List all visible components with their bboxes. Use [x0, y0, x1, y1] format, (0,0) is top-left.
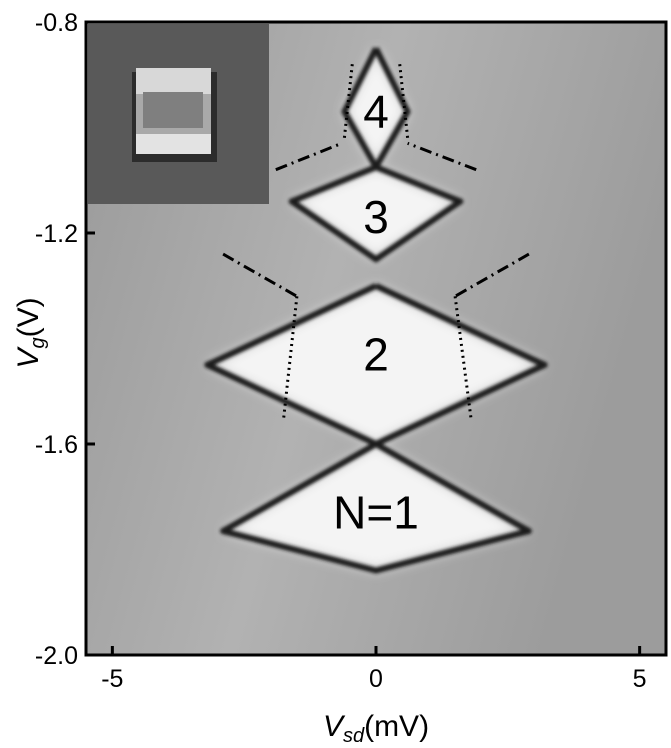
y-axis: -0.8 -1.2 -1.6 -2.0: [35, 9, 95, 670]
dashdot-guide-3: [275, 141, 343, 172]
y-tick-label-3: -1.6: [35, 431, 78, 459]
dotted-guide-2: [453, 296, 473, 418]
inset-sem-image: [88, 24, 269, 204]
diamond-region-1: [223, 444, 529, 571]
diamond-edge-3: [288, 164, 464, 263]
y-tick-label-2: -1.2: [35, 220, 78, 248]
x-tick-label-2: 0: [369, 665, 383, 693]
x-tick-label-1: -5: [101, 665, 123, 693]
guide-lines: [222, 64, 530, 418]
x-axis-title: Vsd(mV): [323, 710, 429, 747]
dashdot-guide-1: [222, 252, 298, 298]
diamond-edges: [204, 47, 548, 574]
x-tick-label-3: 5: [633, 665, 647, 693]
dashdot-guide-2: [454, 252, 530, 298]
dotted-guide-1: [282, 296, 299, 418]
diamond-edge-2: [204, 283, 548, 447]
region-label-2: 3: [363, 191, 389, 243]
region-label-4: N=1: [333, 487, 419, 539]
x-axis: -5 0 5: [101, 646, 647, 693]
region-label-1: 4: [363, 86, 389, 138]
dotted-guide-4: [398, 64, 410, 139]
diamond-edge-4: [341, 47, 411, 171]
diamond-edge-1: [220, 441, 532, 574]
region-labels: 4 3 2 N=1: [333, 86, 419, 539]
diamond-region-3: [291, 167, 461, 260]
y-axis-title: Vg(V): [12, 297, 49, 368]
region-label-3: 2: [363, 328, 389, 380]
dotted-guide-3: [342, 64, 354, 139]
y-tick-label-1: -0.8: [35, 9, 78, 37]
y-tick-label-4: -2.0: [35, 642, 78, 670]
